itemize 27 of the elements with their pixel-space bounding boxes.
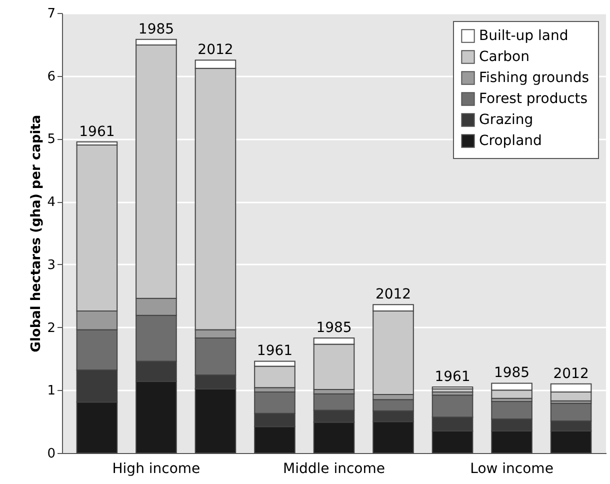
legend-label: Built-up land bbox=[479, 28, 568, 44]
x-tick-label: 1985 bbox=[316, 320, 352, 336]
legend-label: Grazing bbox=[479, 112, 534, 128]
y-tick-label: 0 bbox=[47, 446, 56, 462]
y-tick-label: 1 bbox=[47, 384, 56, 399]
text: Middle income bbox=[283, 461, 385, 477]
y-axis-title: Global hectares (gha) per capita bbox=[29, 114, 44, 352]
legend-label: Forest products bbox=[479, 91, 588, 107]
x-tick-label: 2012 bbox=[198, 42, 234, 58]
x-tick-label: 1961 bbox=[434, 369, 470, 385]
text: Low income bbox=[470, 461, 554, 477]
y-tick-label: 7 bbox=[47, 6, 56, 22]
x-tick-label: 2012 bbox=[553, 366, 589, 382]
x-tick-label: 1985 bbox=[494, 365, 530, 382]
x-tick-label: 2012 bbox=[375, 286, 412, 303]
y-tick-label: 4 bbox=[47, 195, 56, 210]
y-tick-label: 5 bbox=[47, 132, 56, 148]
legend-label: Carbon bbox=[479, 49, 530, 65]
y-tick-label: 2 bbox=[47, 320, 56, 336]
x-tick-label: 1985 bbox=[138, 21, 174, 38]
x-tick-label: 1961 bbox=[79, 124, 115, 140]
legend-label: Fishing grounds bbox=[479, 70, 590, 86]
y-tick-label: 6 bbox=[47, 69, 56, 84]
text: High income bbox=[112, 461, 200, 477]
y-tick-label: 3 bbox=[47, 258, 56, 273]
x-tick-label: 1961 bbox=[256, 343, 293, 360]
legend-label: Cropland bbox=[479, 133, 542, 149]
